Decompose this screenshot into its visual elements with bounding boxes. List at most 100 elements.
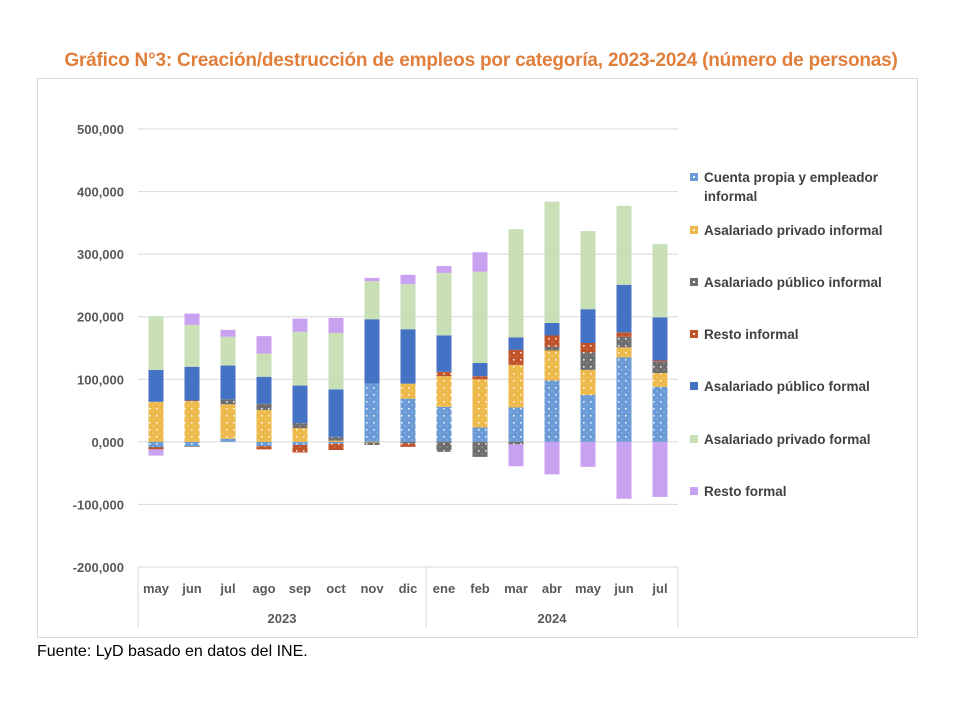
- bar-segment-pattern: [508, 407, 524, 442]
- bar-segment-pattern: [220, 399, 236, 405]
- y-tick-label: -100,000: [73, 497, 124, 512]
- bar-segment-pattern: [256, 446, 272, 450]
- bar-segment-pattern: [256, 441, 272, 447]
- bar-segment: [328, 317, 344, 333]
- bar-segment-pattern: [292, 423, 308, 429]
- x-tick-label: mar: [504, 581, 528, 596]
- bar-segment-pattern: [148, 401, 164, 442]
- x-tick-label: jun: [613, 581, 634, 596]
- bar-segment-pattern: [292, 428, 308, 442]
- bar-segment-pattern: [148, 447, 164, 450]
- bar-segment-pattern: [148, 446, 164, 448]
- bar-segment-pattern: [148, 441, 164, 447]
- legend-label: Resto formal: [704, 484, 787, 499]
- bar-segment-pattern: [292, 441, 308, 445]
- bar-segment-pattern: [508, 441, 524, 445]
- bar-segment: [580, 309, 596, 343]
- y-tick-label: -200,000: [73, 560, 124, 575]
- x-tick-label: oct: [326, 581, 346, 596]
- bar-segment: [328, 389, 344, 437]
- y-tick-label: 500,000: [77, 122, 124, 137]
- legend-item: Asalariado público informal: [690, 273, 899, 292]
- bar-segment-pattern: [436, 406, 452, 442]
- bar-segment-pattern: [364, 441, 380, 443]
- bar-segment-pattern: [436, 376, 452, 407]
- bar-segment: [652, 244, 668, 318]
- bar-segment-pattern: [544, 346, 560, 351]
- legend-swatch-icon: [690, 278, 698, 286]
- y-tick-label: 0,000: [91, 435, 124, 450]
- legend-swatch-icon: [690, 226, 698, 234]
- legend-swatch-icon: [690, 173, 698, 181]
- bar-segment-pattern: [184, 400, 200, 402]
- bar-segment-pattern: [508, 349, 524, 365]
- legend-label: Cuenta propia y empleador informal: [704, 170, 879, 204]
- bar-segment-pattern: [580, 394, 596, 442]
- bar-segment-pattern: [220, 404, 236, 439]
- bar-segment: [508, 229, 524, 338]
- source-note: Fuente: LyD basado en datos del INE.: [37, 643, 308, 660]
- bar-segment-pattern: [616, 336, 632, 348]
- bar-segment: [328, 332, 344, 390]
- bar-segment-pattern: [472, 427, 488, 442]
- bar-segment-pattern: [256, 403, 272, 410]
- bar-segment: [436, 335, 452, 372]
- bar-segment: [400, 274, 416, 285]
- bar-segment-pattern: [616, 332, 632, 337]
- bar-segment: [292, 318, 308, 332]
- legend-swatch-icon: [690, 487, 698, 495]
- bar-segment: [400, 284, 416, 330]
- x-year-label: 2023: [268, 611, 297, 626]
- x-tick-label: feb: [470, 581, 490, 596]
- x-tick-label: may: [575, 581, 602, 596]
- bar-segment: [580, 230, 596, 310]
- bar-segment: [256, 353, 272, 377]
- bar-segment: [472, 363, 488, 377]
- bar-segment-pattern: [472, 379, 488, 428]
- bar-segment-pattern: [580, 342, 596, 353]
- y-tick-label: 300,000: [77, 247, 124, 262]
- chart-frame: [37, 78, 918, 638]
- bar-segment: [364, 281, 380, 320]
- bar-segment: [472, 271, 488, 364]
- bar-segment-pattern: [328, 440, 344, 442]
- bar-segment: [256, 336, 272, 354]
- bar-segment: [364, 277, 380, 282]
- bar-segment-pattern: [436, 441, 452, 452]
- bar-segment: [508, 337, 524, 350]
- bar-segment: [148, 316, 164, 370]
- y-tick-label: 200,000: [77, 310, 124, 325]
- bar-segment: [472, 252, 488, 272]
- bar-segment-pattern: [400, 443, 416, 447]
- bar-segment-pattern: [580, 352, 596, 370]
- bar-segment-pattern: [544, 335, 560, 347]
- bar-segment: [148, 369, 164, 402]
- legend-item: Cuenta propia y empleador informal: [690, 168, 899, 206]
- legend-item: Asalariado privado informal: [690, 221, 899, 240]
- bar-segment-pattern: [652, 386, 668, 442]
- bar-segment-pattern: [364, 383, 380, 442]
- bar-segment-pattern: [616, 357, 632, 442]
- legend-swatch-icon: [690, 330, 698, 338]
- y-axis-tick-labels: -200,000 -100,000 0,000 100,000 200,000 300,0…: [73, 122, 124, 575]
- bar-segment-pattern: [652, 373, 668, 387]
- bar-segment-pattern: [256, 409, 272, 442]
- x-tick-label: ene: [433, 581, 455, 596]
- legend-label: Asalariado público informal: [704, 275, 882, 290]
- bar-segment: [616, 205, 632, 285]
- bar-segment: [292, 331, 308, 386]
- legend-label: Asalariado privado formal: [704, 432, 871, 447]
- legend-item: Resto formal: [690, 482, 899, 501]
- legend-label: Asalariado privado informal: [704, 223, 883, 238]
- bar-segment-pattern: [616, 347, 632, 358]
- bar-segment: [220, 336, 236, 366]
- bar-segment: [544, 201, 560, 323]
- bar-segment-pattern: [328, 441, 344, 444]
- legend-item: Asalariado privado formal: [690, 430, 899, 449]
- bar-segment-pattern: [652, 360, 668, 362]
- bar-segment-pattern: [400, 441, 416, 444]
- x-tick-label: jun: [181, 581, 202, 596]
- x-tick-label: jul: [219, 581, 235, 596]
- bar-segment-pattern: [184, 441, 200, 447]
